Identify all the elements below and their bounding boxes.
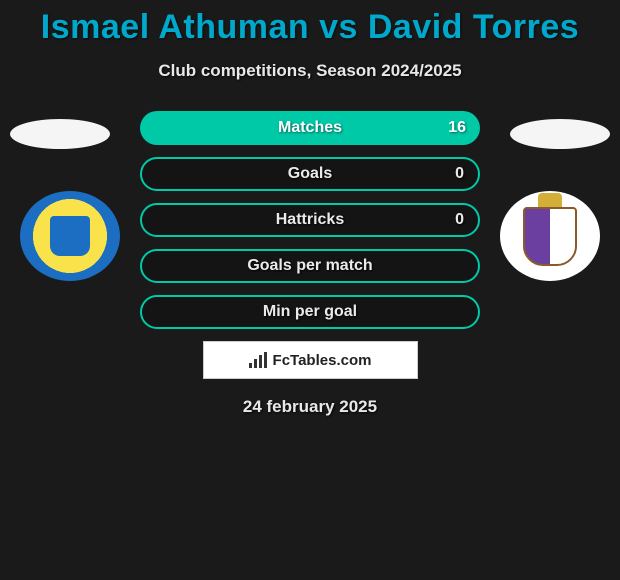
stat-label: Min per goal (263, 303, 357, 321)
content-area: Matches 16 Goals 0 Hattricks 0 Goals per… (0, 111, 620, 417)
stat-value-right: 0 (455, 165, 464, 183)
brand-text: FcTables.com (273, 352, 372, 369)
brand-logo[interactable]: FcTables.com (203, 341, 418, 379)
stat-row-hattricks: Hattricks 0 (140, 203, 480, 237)
stat-label: Hattricks (276, 211, 344, 229)
stat-row-matches: Matches 16 (140, 111, 480, 145)
stat-row-goals-per-match: Goals per match (140, 249, 480, 283)
bar-chart-icon (249, 352, 267, 368)
stat-row-min-per-goal: Min per goal (140, 295, 480, 329)
stat-label: Goals per match (247, 257, 372, 275)
subtitle: Club competitions, Season 2024/2025 (0, 61, 620, 81)
player-avatar-right (510, 119, 610, 149)
club-badge-left (20, 191, 120, 281)
stat-rows: Matches 16 Goals 0 Hattricks 0 Goals per… (140, 111, 480, 329)
player-avatar-left (10, 119, 110, 149)
stat-value-right: 16 (448, 119, 466, 137)
stat-value-right: 0 (455, 211, 464, 229)
page-title: Ismael Athuman vs David Torres (0, 0, 620, 47)
date-text: 24 february 2025 (0, 397, 620, 417)
stat-row-goals: Goals 0 (140, 157, 480, 191)
club-badge-right (500, 191, 600, 281)
stat-label: Goals (288, 165, 332, 183)
stat-label: Matches (278, 119, 342, 137)
